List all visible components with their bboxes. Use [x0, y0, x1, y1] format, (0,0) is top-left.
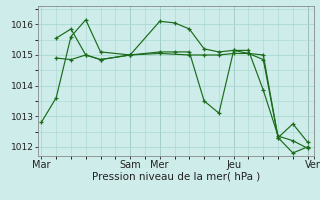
X-axis label: Pression niveau de la mer( hPa ): Pression niveau de la mer( hPa ) [92, 172, 260, 182]
